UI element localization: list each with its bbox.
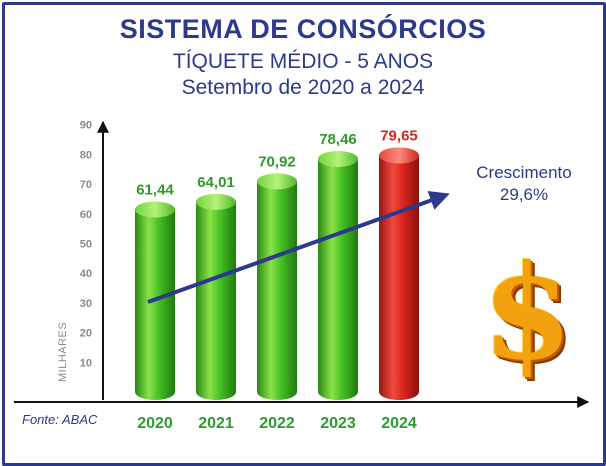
- y-tick-label: 60: [80, 209, 92, 221]
- y-tick-label: 90: [80, 120, 92, 132]
- trend-arrow: [147, 190, 450, 304]
- bar-value-label: 78,46: [319, 131, 357, 148]
- chart-period: Setembro de 2020 a 2024: [181, 76, 425, 99]
- bar-2020: [135, 201, 175, 400]
- y-tick-label: 30: [80, 298, 92, 310]
- bar-2024: [379, 147, 419, 400]
- bar-value-label: 79,65: [380, 127, 418, 144]
- y-tick-label: 20: [80, 328, 92, 340]
- y-tick-label: 10: [80, 357, 92, 369]
- x-tick-label: 2020: [137, 415, 173, 432]
- y-tick-label: 80: [80, 149, 92, 161]
- source-note: Fonte: ABAC: [22, 412, 98, 427]
- x-tick-label: 2023: [320, 415, 356, 432]
- chart-title: SISTEMA DE CONSÓRCIOS: [119, 14, 487, 44]
- chart-subtitle: TÍQUETE MÉDIO - 5 ANOS: [172, 50, 434, 73]
- y-tick-label: 40: [80, 268, 92, 280]
- dollar-sign-icon: $: [482, 236, 573, 389]
- growth-label: Crescimento: [476, 163, 572, 182]
- bar-2022: [257, 173, 297, 400]
- growth-value: 29,6%: [499, 185, 549, 204]
- x-tick-label: 2024: [381, 415, 417, 432]
- bar-value-label: 61,44: [136, 182, 174, 199]
- x-tick-label: 2021: [198, 415, 234, 432]
- y-tick-label: 50: [80, 239, 92, 251]
- bar-value-label: 64,01: [197, 174, 235, 191]
- growth-annotation: Crescimento 29,6%: [466, 162, 582, 206]
- x-tick-label: 2022: [259, 415, 295, 432]
- bar-2021: [196, 193, 236, 400]
- y-axis-label: MILHARES: [57, 322, 69, 382]
- bar-2023: [318, 150, 358, 400]
- y-tick-label: 70: [80, 179, 92, 191]
- bar-value-label: 70,92: [258, 153, 296, 170]
